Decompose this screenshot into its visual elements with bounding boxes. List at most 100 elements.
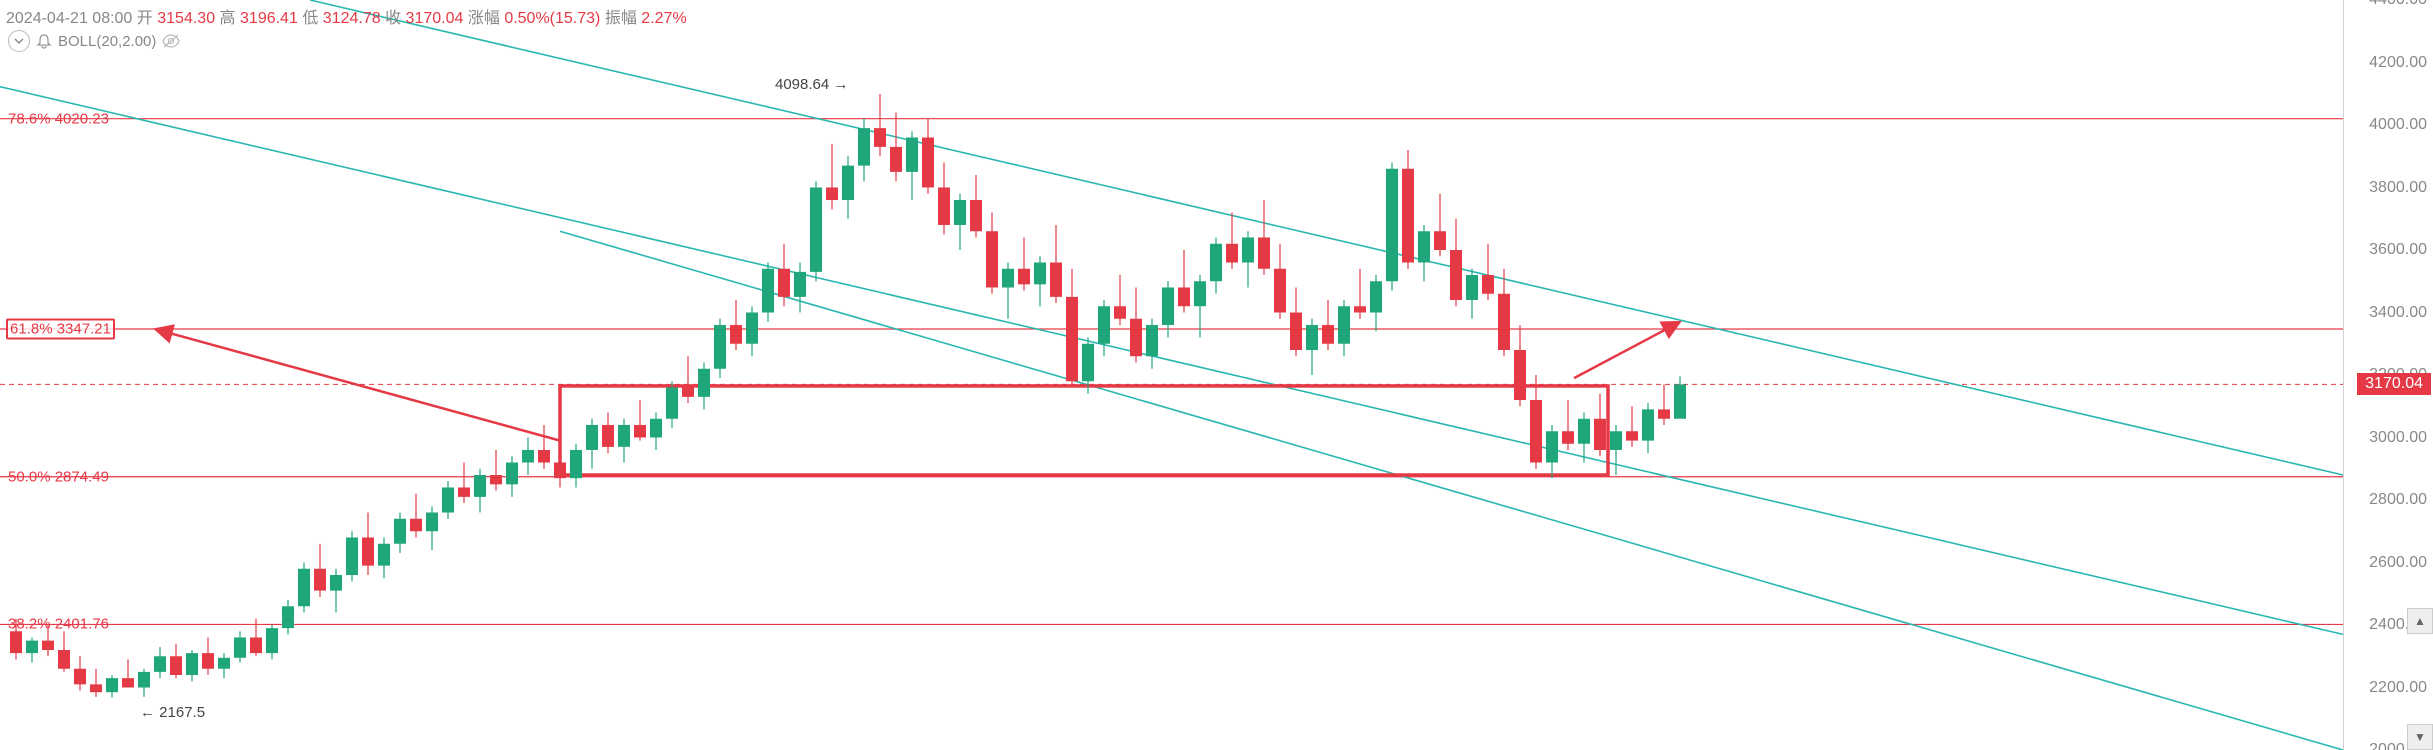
alert-icon[interactable] <box>36 33 52 49</box>
candle-body[interactable] <box>890 147 902 172</box>
candle-body[interactable] <box>1050 263 1062 297</box>
candle-body[interactable] <box>1194 281 1206 306</box>
candle-body[interactable] <box>762 269 774 313</box>
candle-body[interactable] <box>522 450 534 463</box>
candle-body[interactable] <box>1018 269 1030 285</box>
candle-body[interactable] <box>1674 384 1686 418</box>
candle-body[interactable] <box>298 569 310 607</box>
candle-body[interactable] <box>1402 169 1414 263</box>
candle-body[interactable] <box>1658 409 1670 418</box>
chart-plot[interactable] <box>0 0 2433 750</box>
candle-body[interactable] <box>538 450 550 463</box>
candle-body[interactable] <box>1066 297 1078 381</box>
candle-body[interactable] <box>314 569 326 591</box>
candle-body[interactable] <box>570 450 582 478</box>
candle-body[interactable] <box>1498 294 1510 350</box>
candle-body[interactable] <box>1338 306 1350 344</box>
candle-body[interactable] <box>186 653 198 675</box>
candle-body[interactable] <box>154 656 166 672</box>
candle-body[interactable] <box>1178 288 1190 307</box>
candle-body[interactable] <box>1306 325 1318 350</box>
candle-body[interactable] <box>330 575 342 591</box>
candle-body[interactable] <box>1578 419 1590 444</box>
candle-body[interactable] <box>778 269 790 297</box>
bounce-arrow[interactable] <box>1574 322 1680 378</box>
candle-body[interactable] <box>1642 409 1654 440</box>
candle-body[interactable] <box>842 166 854 200</box>
candle-body[interactable] <box>666 388 678 419</box>
candle-body[interactable] <box>234 638 246 658</box>
candle-body[interactable] <box>1594 419 1606 450</box>
candle-body[interactable] <box>794 272 806 297</box>
candle-body[interactable] <box>490 475 502 484</box>
candle-body[interactable] <box>1530 400 1542 463</box>
candle-body[interactable] <box>554 463 566 479</box>
indicator-name[interactable]: BOLL(20,2.00) <box>58 33 156 50</box>
candle-body[interactable] <box>1034 263 1046 285</box>
candle-body[interactable] <box>410 519 422 532</box>
candle-body[interactable] <box>970 200 982 231</box>
candle-body[interactable] <box>1098 306 1110 344</box>
candle-body[interactable] <box>1274 269 1286 313</box>
candle-body[interactable] <box>1082 344 1094 382</box>
candle-body[interactable] <box>426 513 438 532</box>
candle-body[interactable] <box>586 425 598 450</box>
channel-line-lower[interactable] <box>560 231 2343 750</box>
candle-body[interactable] <box>1162 288 1174 326</box>
candle-body[interactable] <box>1434 231 1446 250</box>
scroll-down-button[interactable]: ▼ <box>2407 724 2433 750</box>
candle-body[interactable] <box>874 128 886 147</box>
candle-body[interactable] <box>506 463 518 485</box>
candle-body[interactable] <box>122 678 134 687</box>
candle-body[interactable] <box>474 475 486 497</box>
candle-body[interactable] <box>90 684 102 692</box>
candle-body[interactable] <box>362 538 374 566</box>
candle-body[interactable] <box>810 188 822 272</box>
candle-body[interactable] <box>1242 238 1254 263</box>
candle-body[interactable] <box>1002 269 1014 288</box>
candle-body[interactable] <box>1370 281 1382 312</box>
visibility-icon[interactable] <box>162 33 180 49</box>
candle-body[interactable] <box>202 653 214 669</box>
candle-body[interactable] <box>826 188 838 201</box>
candle-body[interactable] <box>1386 169 1398 282</box>
candle-body[interactable] <box>26 641 38 654</box>
candle-body[interactable] <box>10 631 22 653</box>
collapse-button[interactable] <box>8 30 30 52</box>
candle-body[interactable] <box>1322 325 1334 344</box>
candle-body[interactable] <box>1418 231 1430 262</box>
candle-body[interactable] <box>394 519 406 544</box>
candle-body[interactable] <box>1482 275 1494 294</box>
candle-body[interactable] <box>346 538 358 576</box>
candle-body[interactable] <box>1226 244 1238 263</box>
candle-body[interactable] <box>650 419 662 438</box>
candle-body[interactable] <box>1290 313 1302 351</box>
candle-body[interactable] <box>1514 350 1526 400</box>
candle-body[interactable] <box>1210 244 1222 282</box>
candle-body[interactable] <box>714 325 726 369</box>
candle-body[interactable] <box>1466 275 1478 300</box>
candle-body[interactable] <box>106 678 118 692</box>
candle-body[interactable] <box>730 325 742 344</box>
candle-body[interactable] <box>218 658 230 669</box>
candle-body[interactable] <box>266 628 278 653</box>
candle-body[interactable] <box>858 128 870 166</box>
candle-body[interactable] <box>1130 319 1142 357</box>
candle-body[interactable] <box>1114 306 1126 319</box>
candle-body[interactable] <box>1146 325 1158 356</box>
candle-body[interactable] <box>458 488 470 497</box>
candle-body[interactable] <box>170 656 182 675</box>
candle-body[interactable] <box>922 138 934 188</box>
candle-body[interactable] <box>378 544 390 566</box>
candle-body[interactable] <box>618 425 630 447</box>
support-box[interactable] <box>560 386 1608 475</box>
candle-body[interactable] <box>442 488 454 513</box>
candle-body[interactable] <box>682 388 694 397</box>
candle-body[interactable] <box>954 200 966 225</box>
candle-body[interactable] <box>42 641 54 650</box>
candle-body[interactable] <box>906 138 918 172</box>
candle-body[interactable] <box>282 606 294 628</box>
candle-body[interactable] <box>1610 431 1622 450</box>
candle-body[interactable] <box>938 188 950 226</box>
candle-body[interactable] <box>986 231 998 287</box>
